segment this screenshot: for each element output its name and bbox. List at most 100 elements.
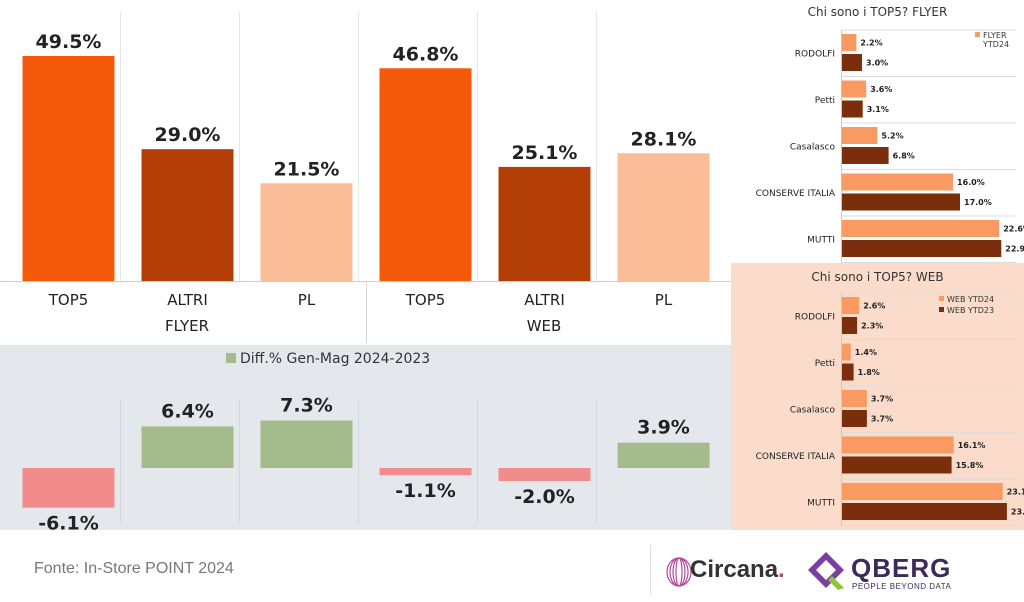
ranking-bar-b [841, 363, 854, 381]
ranking-title: Chi sono i TOP5? FLYER [808, 5, 948, 19]
ranking-bar-b [841, 54, 862, 71]
ranking-value-label: 3.1% [867, 105, 889, 114]
ranking-value-label: 1.4% [855, 348, 877, 357]
ranking-value-label: 3.7% [871, 415, 893, 424]
ranking-value-label: 22.6% [1003, 225, 1024, 234]
bar-web-altri [498, 166, 591, 281]
ranking-value-label: 2.2% [860, 39, 882, 48]
circana-mark-icon [666, 557, 692, 587]
ranking-bar-a [841, 436, 954, 454]
ranking-bar-a [841, 220, 1000, 237]
qberg-tagline: PEOPLE BEYOND DATA [852, 582, 952, 591]
ranking-value-label: 16.0% [957, 178, 985, 187]
bar-value-label: 29.0% [155, 124, 221, 146]
diff-value-label: 3.9% [637, 417, 690, 439]
ranking-bar-b [841, 193, 960, 211]
diff-legend-swatch [226, 353, 236, 363]
bar-value-label: 25.1% [512, 142, 578, 164]
ranking-value-label: 6.8% [893, 152, 915, 161]
ranking-value-label: 3.0% [866, 59, 888, 68]
ranking-category-label: Casalasco [790, 405, 836, 415]
bar-web-top5 [379, 68, 472, 281]
ranking-bar-b [841, 503, 1007, 520]
qberg-mark-icon [808, 552, 844, 590]
ranking-bar-a [841, 173, 953, 191]
share-bar-chart: 49.5% TOP5 29.0% ALTRI 21.5% PL FLYER 46.8% TOP5… [0, 0, 731, 345]
ranking-category-label: Petti [815, 96, 835, 106]
diff-chart-title: Diff.% Gen-Mag 2024-2023 [240, 351, 430, 367]
ranking-bar-b [841, 317, 858, 334]
footer-divider [650, 545, 651, 595]
diff-bar-web-pl [617, 442, 710, 468]
bar-flyer-pl [260, 183, 353, 281]
category-tick-label: PL [655, 291, 673, 309]
ranking-value-label: 5.2% [881, 132, 903, 141]
ranking-category-label: Casalasco [790, 142, 836, 152]
ranking-bar-a [841, 80, 867, 98]
diff-bar-chart: Diff.% Gen-Mag 2024-2023 -6.1% 6.4% 7.3% -1.… [0, 345, 731, 530]
circana-logo [664, 550, 794, 590]
top5-flyer-ranking-chart: Chi sono i TOP5? FLYER RODOLFI 2.2% 3.0% Pet… [731, 0, 1024, 263]
ranking-bar-b [841, 456, 952, 474]
ranking-bar-a [841, 34, 857, 51]
ranking-value-label: 23.1% [1007, 488, 1024, 497]
diff-bar-flyer-pl [260, 420, 353, 468]
source-note: Fonte: In-Store POINT 2024 [34, 560, 234, 577]
ranking-value-label: 1.8% [858, 368, 880, 377]
bar-flyer-altri [141, 149, 234, 281]
ranking-bar-a [841, 127, 878, 144]
ranking-value-label: 17.0% [964, 198, 992, 207]
circana-wordmark: Circana. [690, 556, 785, 583]
category-tick-label: TOP5 [48, 291, 89, 309]
legend-label: WEB YTD23 [947, 306, 994, 315]
diff-bar-web-altri [498, 468, 591, 481]
ranking-value-label: 2.6% [863, 302, 885, 311]
legend-swatch [939, 296, 944, 301]
diff-bar-flyer-top5 [22, 468, 115, 508]
diff-value-label: -2.0% [514, 486, 575, 508]
ranking-category-label: MUTTI [807, 498, 835, 508]
legend-label: YTD24 [982, 40, 1009, 49]
category-tick-label: ALTRI [524, 291, 565, 309]
ranking-value-label: 2.3% [861, 322, 883, 331]
diff-bar-flyer-altri [141, 426, 234, 468]
legend-swatch [975, 40, 980, 45]
plot-background [0, 0, 731, 345]
diff-value-label: 7.3% [280, 395, 333, 417]
legend-swatch [975, 32, 980, 37]
ranking-category-label: CONSERVE ITALIA [756, 452, 836, 462]
category-tick-label: ALTRI [167, 291, 208, 309]
bar-value-label: 21.5% [274, 158, 340, 180]
category-tick-label: TOP5 [405, 291, 446, 309]
ranking-value-label: 22.9% [1005, 245, 1024, 254]
ranking-value-label: 23.7% [1011, 508, 1024, 517]
ranking-bar-a [841, 297, 860, 314]
ranking-title: Chi sono i TOP5? WEB [811, 270, 943, 284]
bar-value-label: 46.8% [393, 43, 459, 65]
legend-label: FLYER [983, 31, 1007, 40]
ranking-category-label: Petti [815, 359, 835, 369]
diff-value-label: 6.4% [161, 400, 214, 422]
ranking-category-label: MUTTI [807, 235, 835, 245]
diff-value-label: -6.1% [38, 513, 99, 530]
ranking-value-label: 16.1% [958, 441, 986, 450]
qberg-wordmark: QBERG [851, 553, 952, 583]
ranking-category-label: RODOLFI [795, 312, 835, 322]
ranking-bar-a [841, 343, 851, 361]
ranking-value-label: 15.8% [956, 461, 984, 470]
top5-web-ranking-chart: Chi sono i TOP5? WEB RODOLFI 2.6% 2.3% Petti… [731, 263, 1024, 530]
ranking-category-label: CONSERVE ITALIA [756, 189, 836, 199]
ranking-bar-a [841, 390, 867, 407]
bar-web-pl [617, 153, 710, 281]
legend-label: WEB YTD24 [947, 295, 994, 304]
bar-flyer-top5 [22, 56, 115, 281]
bar-value-label: 28.1% [631, 128, 697, 150]
ranking-bar-b [841, 147, 889, 164]
group-label-web: WEB [527, 317, 562, 335]
ranking-value-label: 3.6% [870, 85, 892, 94]
category-tick-label: PL [298, 291, 316, 309]
diff-background [0, 345, 731, 530]
ranking-category-label: RODOLFI [795, 49, 835, 59]
diff-bar-web-top5 [379, 468, 472, 476]
ranking-bar-b [841, 240, 1002, 257]
